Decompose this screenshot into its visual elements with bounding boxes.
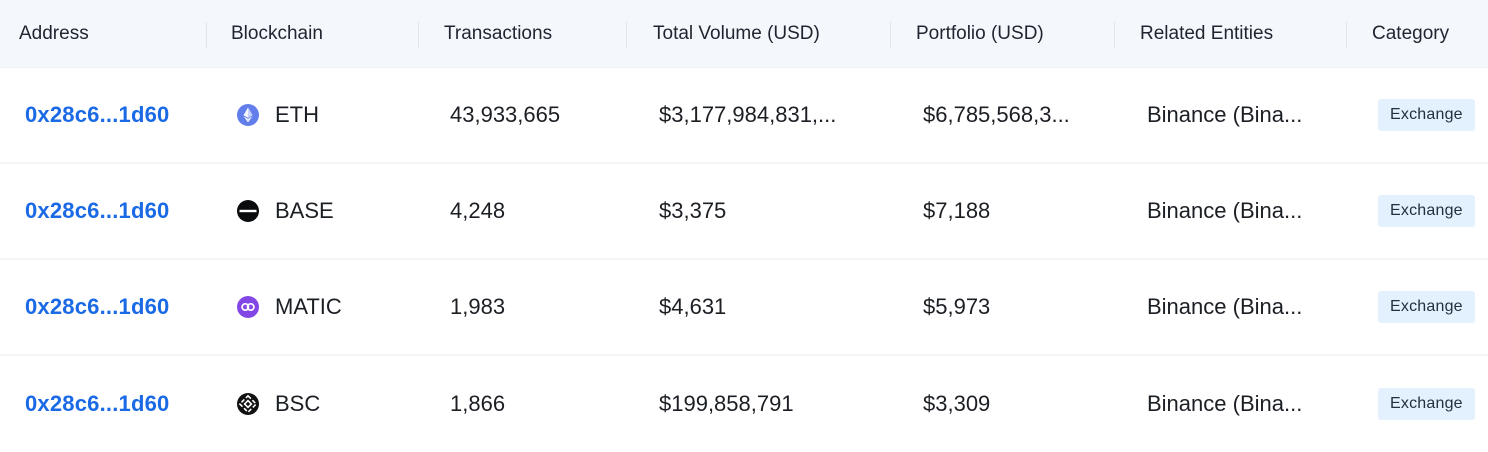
column-divider: [1114, 21, 1115, 48]
column-header-label: Address: [19, 22, 89, 44]
transactions-value: 1,866: [450, 391, 506, 416]
blockchain-cell: BASE: [206, 163, 418, 259]
address-cell: 0x28c6...1d60: [0, 356, 206, 452]
portfolio-cell: $3,309: [890, 356, 1114, 452]
table-row: 0x28c6...1d60 BASE 4,248 $3,375 $7,188 B…: [0, 164, 1488, 260]
column-header-transactions[interactable]: Transactions: [418, 0, 626, 68]
portfolio-cell: $5,973: [890, 259, 1114, 355]
address-link[interactable]: 0x28c6...1d60: [25, 198, 170, 223]
blockchain-label: ETH: [275, 102, 319, 127]
total-volume-value: $3,177,984,831,...: [659, 102, 837, 127]
portfolio-value: $6,785,568,3...: [923, 102, 1070, 127]
column-divider: [418, 21, 419, 48]
category-badge: Exchange: [1378, 195, 1475, 227]
category-badge: Exchange: [1378, 99, 1475, 131]
related-entity-link[interactable]: Binance (Bina...: [1147, 294, 1303, 319]
column-header-address[interactable]: Address: [0, 0, 206, 68]
column-divider: [1346, 21, 1347, 48]
column-header-blockchain[interactable]: Blockchain: [206, 0, 418, 68]
table-row: 0x28c6...1d60 BSC 1,866 $199,858,791 $3,…: [0, 356, 1488, 452]
related-entities-cell: Binance (Bina...: [1114, 356, 1346, 452]
column-header-portfolio[interactable]: Portfolio (USD): [890, 0, 1114, 68]
category-badge: Exchange: [1378, 388, 1475, 420]
transactions-value: 43,933,665: [450, 102, 561, 127]
column-header-related-entities[interactable]: Related Entities: [1114, 0, 1346, 68]
address-link[interactable]: 0x28c6...1d60: [25, 391, 170, 416]
address-link[interactable]: 0x28c6...1d60: [25, 102, 170, 127]
category-badge: Exchange: [1378, 291, 1475, 323]
related-entities-cell: Binance (Bina...: [1114, 259, 1346, 355]
column-divider: [206, 21, 207, 48]
total-volume-value: $3,375: [659, 198, 727, 223]
portfolio-value: $7,188: [923, 198, 991, 223]
blockchain-label: MATIC: [275, 294, 342, 319]
column-divider: [890, 21, 891, 48]
blockchain-cell: ETH: [206, 67, 418, 163]
column-header-label: Total Volume (USD): [653, 22, 820, 44]
column-header-label: Transactions: [444, 22, 553, 44]
polygon-icon: [237, 296, 259, 318]
category-cell: Exchange: [1346, 259, 1488, 355]
transactions-cell: 4,248: [418, 163, 626, 259]
total-volume-cell: $3,375: [626, 163, 890, 259]
portfolio-value: $5,973: [923, 294, 991, 319]
column-header-label: Portfolio (USD): [916, 22, 1044, 44]
bnb-icon: [237, 393, 259, 415]
blockchain-cell: BSC: [206, 356, 418, 452]
portfolio-cell: $6,785,568,3...: [890, 67, 1114, 163]
transactions-cell: 1,866: [418, 356, 626, 452]
base-icon: [237, 200, 259, 222]
portfolio-cell: $7,188: [890, 163, 1114, 259]
transactions-cell: 1,983: [418, 259, 626, 355]
blockchain-label: BSC: [275, 391, 321, 416]
transactions-cell: 43,933,665: [418, 67, 626, 163]
related-entity-link[interactable]: Binance (Bina...: [1147, 391, 1303, 416]
total-volume-value: $199,858,791: [659, 391, 794, 416]
total-volume-cell: $199,858,791: [626, 356, 890, 452]
portfolio-value: $3,309: [923, 391, 991, 416]
ethereum-icon: [237, 104, 259, 126]
address-cell: 0x28c6...1d60: [0, 259, 206, 355]
table-row: 0x28c6...1d60 ETH 43,933,665 $3,177,984,…: [0, 68, 1488, 164]
category-cell: Exchange: [1346, 356, 1488, 452]
address-cell: 0x28c6...1d60: [0, 163, 206, 259]
related-entities-cell: Binance (Bina...: [1114, 163, 1346, 259]
total-volume-value: $4,631: [659, 294, 727, 319]
address-cell: 0x28c6...1d60: [0, 67, 206, 163]
blockchain-label: BASE: [275, 198, 334, 223]
column-header-label: Category: [1372, 22, 1450, 44]
column-header-label: Related Entities: [1140, 22, 1274, 44]
table-header: Address Blockchain Transactions Total Vo…: [0, 0, 1488, 68]
blockchain-cell: MATIC: [206, 259, 418, 355]
related-entity-link[interactable]: Binance (Bina...: [1147, 102, 1303, 127]
related-entity-link[interactable]: Binance (Bina...: [1147, 198, 1303, 223]
transactions-value: 1,983: [450, 294, 506, 319]
column-header-total-volume[interactable]: Total Volume (USD): [626, 0, 890, 68]
column-divider: [626, 21, 627, 48]
table-row: 0x28c6...1d60 MATIC 1,983 $4,631 $5,973 …: [0, 260, 1488, 356]
category-cell: Exchange: [1346, 163, 1488, 259]
transactions-value: 4,248: [450, 198, 506, 223]
related-entities-cell: Binance (Bina...: [1114, 67, 1346, 163]
total-volume-cell: $4,631: [626, 259, 890, 355]
address-link[interactable]: 0x28c6...1d60: [25, 294, 170, 319]
category-cell: Exchange: [1346, 67, 1488, 163]
column-header-label: Blockchain: [231, 22, 323, 44]
total-volume-cell: $3,177,984,831,...: [626, 67, 890, 163]
column-header-category[interactable]: Category: [1346, 0, 1488, 68]
